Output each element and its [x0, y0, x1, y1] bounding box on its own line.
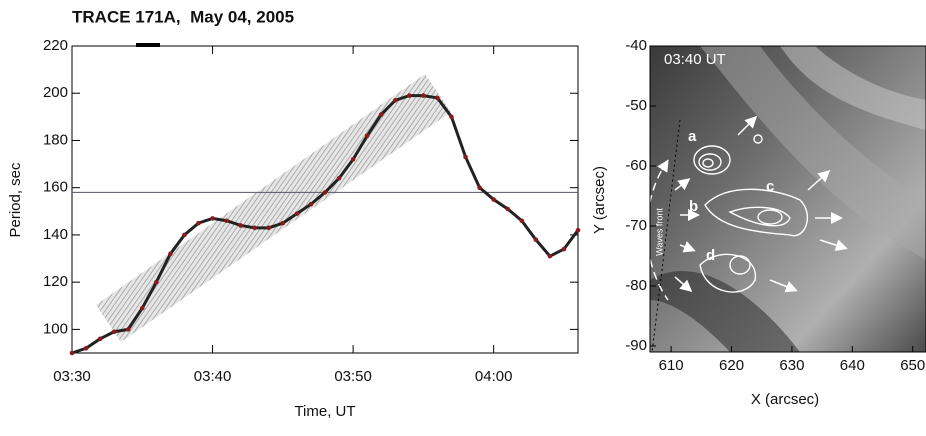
bright-loop — [700, 46, 926, 260]
data-point — [336, 175, 342, 181]
bright-loop — [780, 46, 926, 130]
y-tick-label: 120 — [43, 273, 68, 290]
image-frame — [649, 45, 926, 353]
data-point — [533, 237, 539, 242]
data-point — [322, 190, 328, 195]
annotation: d — [706, 247, 715, 264]
data-point — [83, 345, 89, 351]
y-tick-label: 140 — [43, 226, 68, 243]
y-tick-label: -60 — [625, 157, 647, 174]
data-point — [421, 93, 426, 98]
data-point — [364, 133, 370, 139]
y-tick-label: -80 — [625, 277, 647, 294]
marker-bar — [136, 43, 160, 47]
x-tick-label: 640 — [840, 357, 865, 374]
y-tick-label: 200 — [43, 84, 68, 101]
data-point — [547, 253, 553, 259]
data-point — [350, 157, 356, 162]
data-point — [491, 197, 496, 202]
y-tick-label: -50 — [625, 97, 647, 114]
data-point — [575, 227, 581, 233]
data-point — [168, 251, 173, 257]
plot-frame — [71, 45, 579, 354]
annotation: b — [689, 198, 698, 215]
x-tick-label: 620 — [719, 357, 744, 374]
data-point — [125, 327, 131, 332]
annotation: c — [766, 178, 774, 195]
data-point — [561, 246, 567, 252]
annotation: a — [688, 128, 697, 145]
x-axis-label: Time, UT — [294, 403, 355, 420]
x-tick-label: 03:50 — [334, 368, 372, 385]
x-tick-label: 630 — [779, 357, 804, 374]
x-tick-label: 04:00 — [475, 368, 513, 385]
y-tick-label: -40 — [625, 37, 647, 54]
y-tick-label: -70 — [625, 217, 647, 234]
chart-title: TRACE 171A, May 04, 2005 — [72, 7, 294, 26]
data-point — [294, 211, 300, 216]
data-point — [210, 216, 215, 221]
data-point — [505, 206, 511, 212]
data-point — [407, 93, 412, 98]
wave-front — [646, 159, 669, 301]
contours — [693, 134, 809, 293]
data-point — [266, 225, 272, 231]
y-tick-label: -90 — [625, 337, 647, 354]
y-axis-label: Period, sec — [7, 162, 24, 238]
data-point — [252, 225, 258, 231]
data-point — [435, 95, 440, 101]
y-tick-label: 180 — [43, 131, 68, 148]
data-point — [308, 201, 314, 207]
y-tick-label: 100 — [43, 320, 68, 337]
data-point — [463, 154, 468, 160]
data-point — [519, 218, 525, 224]
data-point — [280, 220, 286, 226]
data-point — [97, 336, 103, 342]
fit-band — [96, 74, 451, 342]
data-point — [139, 305, 145, 311]
y-axis-label: Y (arcsec) — [591, 166, 608, 234]
arrows — [657, 115, 848, 293]
data-point — [392, 98, 398, 103]
data-point — [378, 112, 384, 117]
x-axis-label: X (arcsec) — [751, 391, 819, 408]
data-point — [238, 223, 243, 228]
data-point — [224, 218, 229, 224]
y-tick-label: 220 — [43, 37, 68, 54]
data-point — [449, 114, 454, 120]
annotation: Waves front — [654, 208, 664, 256]
data-point — [477, 185, 482, 190]
annotation: 03:40 UT — [664, 51, 726, 68]
data-point — [154, 279, 159, 285]
data-point — [196, 220, 201, 226]
limb-line — [651, 119, 681, 353]
y-tick-label: 160 — [43, 179, 68, 196]
x-tick-label: 610 — [659, 357, 684, 374]
x-tick-label: 650 — [900, 357, 925, 374]
data-point — [182, 232, 187, 238]
data-point — [69, 350, 75, 356]
data-point — [111, 329, 117, 335]
x-tick-label: 03:30 — [53, 368, 91, 385]
x-tick-label: 03:40 — [194, 368, 232, 385]
